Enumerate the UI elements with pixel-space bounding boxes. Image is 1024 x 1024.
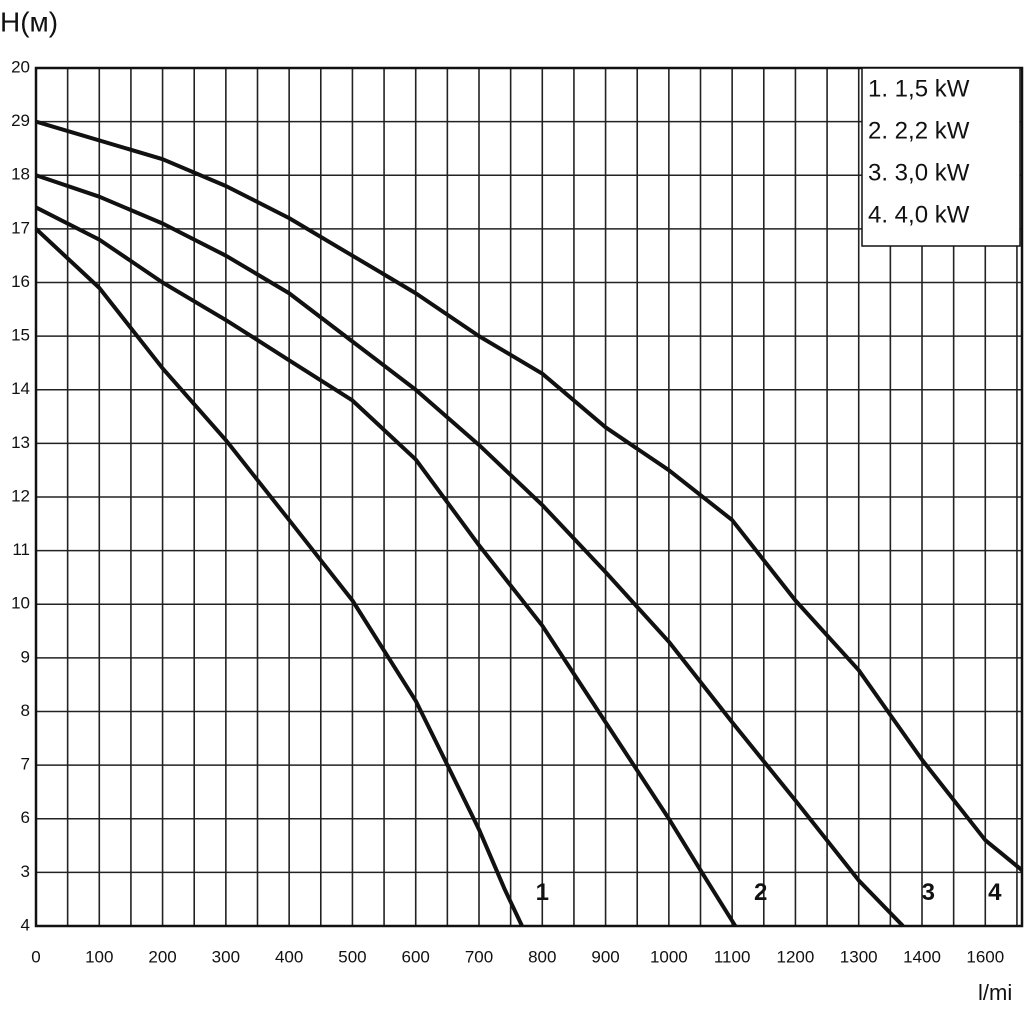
x-tick-label: 900 bbox=[591, 947, 619, 966]
y-tick-label: 13 bbox=[11, 433, 30, 452]
legend-entry: 4. 4,0 kW bbox=[868, 201, 970, 228]
y-tick-label: 12 bbox=[11, 486, 30, 505]
x-tick-label: 200 bbox=[148, 947, 176, 966]
y-tick-label: 8 bbox=[21, 701, 30, 720]
legend-entry: 1. 1,5 kW bbox=[868, 75, 970, 102]
y-tick-label: 17 bbox=[11, 218, 30, 237]
x-tick-label: 1600 bbox=[966, 947, 1004, 966]
x-tick-label: 1100 bbox=[714, 947, 751, 966]
legend-entry: 2. 2,2 kW bbox=[868, 117, 970, 144]
y-tick-label: 10 bbox=[11, 594, 30, 613]
curve-label: 3 bbox=[922, 879, 935, 906]
curve bbox=[35, 173, 905, 928]
legend-entry: 3. 3,0 kW bbox=[868, 159, 970, 186]
x-tick-label: 1200 bbox=[777, 947, 815, 966]
y-tick-label: 3 bbox=[21, 862, 30, 881]
y-tick-label: 16 bbox=[11, 272, 30, 291]
y-tick-label: 9 bbox=[21, 647, 30, 666]
curve-label: 4 bbox=[988, 879, 1002, 906]
legend-box bbox=[861, 67, 1021, 247]
y-tick-label: 11 bbox=[12, 540, 30, 559]
y-axis-label: H(м) bbox=[0, 6, 58, 37]
y-tick-label: 15 bbox=[11, 326, 30, 345]
curve bbox=[34, 227, 524, 927]
x-tick-label: 1300 bbox=[840, 947, 878, 966]
curve-label: 1 bbox=[536, 879, 549, 906]
curve bbox=[35, 119, 1024, 872]
x-tick-label: 600 bbox=[402, 947, 430, 966]
x-tick-label: 1000 bbox=[650, 947, 688, 966]
x-tick-label: 1400 bbox=[903, 947, 941, 966]
y-tick-label: 14 bbox=[11, 379, 30, 398]
x-tick-label: 300 bbox=[212, 947, 240, 966]
y-tick-label: 4 bbox=[21, 915, 30, 934]
x-tick-label: 400 bbox=[275, 947, 303, 966]
curve bbox=[35, 205, 738, 928]
x-tick-label: 100 bbox=[85, 947, 113, 966]
x-tick-label: 700 bbox=[465, 947, 493, 966]
y-tick-label: 29 bbox=[11, 111, 30, 130]
x-tick-label: 800 bbox=[528, 947, 556, 966]
x-tick-label: 0 bbox=[31, 947, 40, 966]
x-axis-label: l/mi bbox=[978, 980, 1012, 1005]
y-tick-label: 18 bbox=[11, 165, 30, 184]
plot-frame bbox=[34, 66, 1024, 928]
curve-label: 2 bbox=[754, 879, 767, 906]
y-tick-label: 20 bbox=[11, 57, 30, 76]
y-tick-label: 7 bbox=[21, 755, 30, 774]
x-tick-label: 500 bbox=[338, 947, 366, 966]
y-tick-label: 6 bbox=[21, 808, 30, 827]
